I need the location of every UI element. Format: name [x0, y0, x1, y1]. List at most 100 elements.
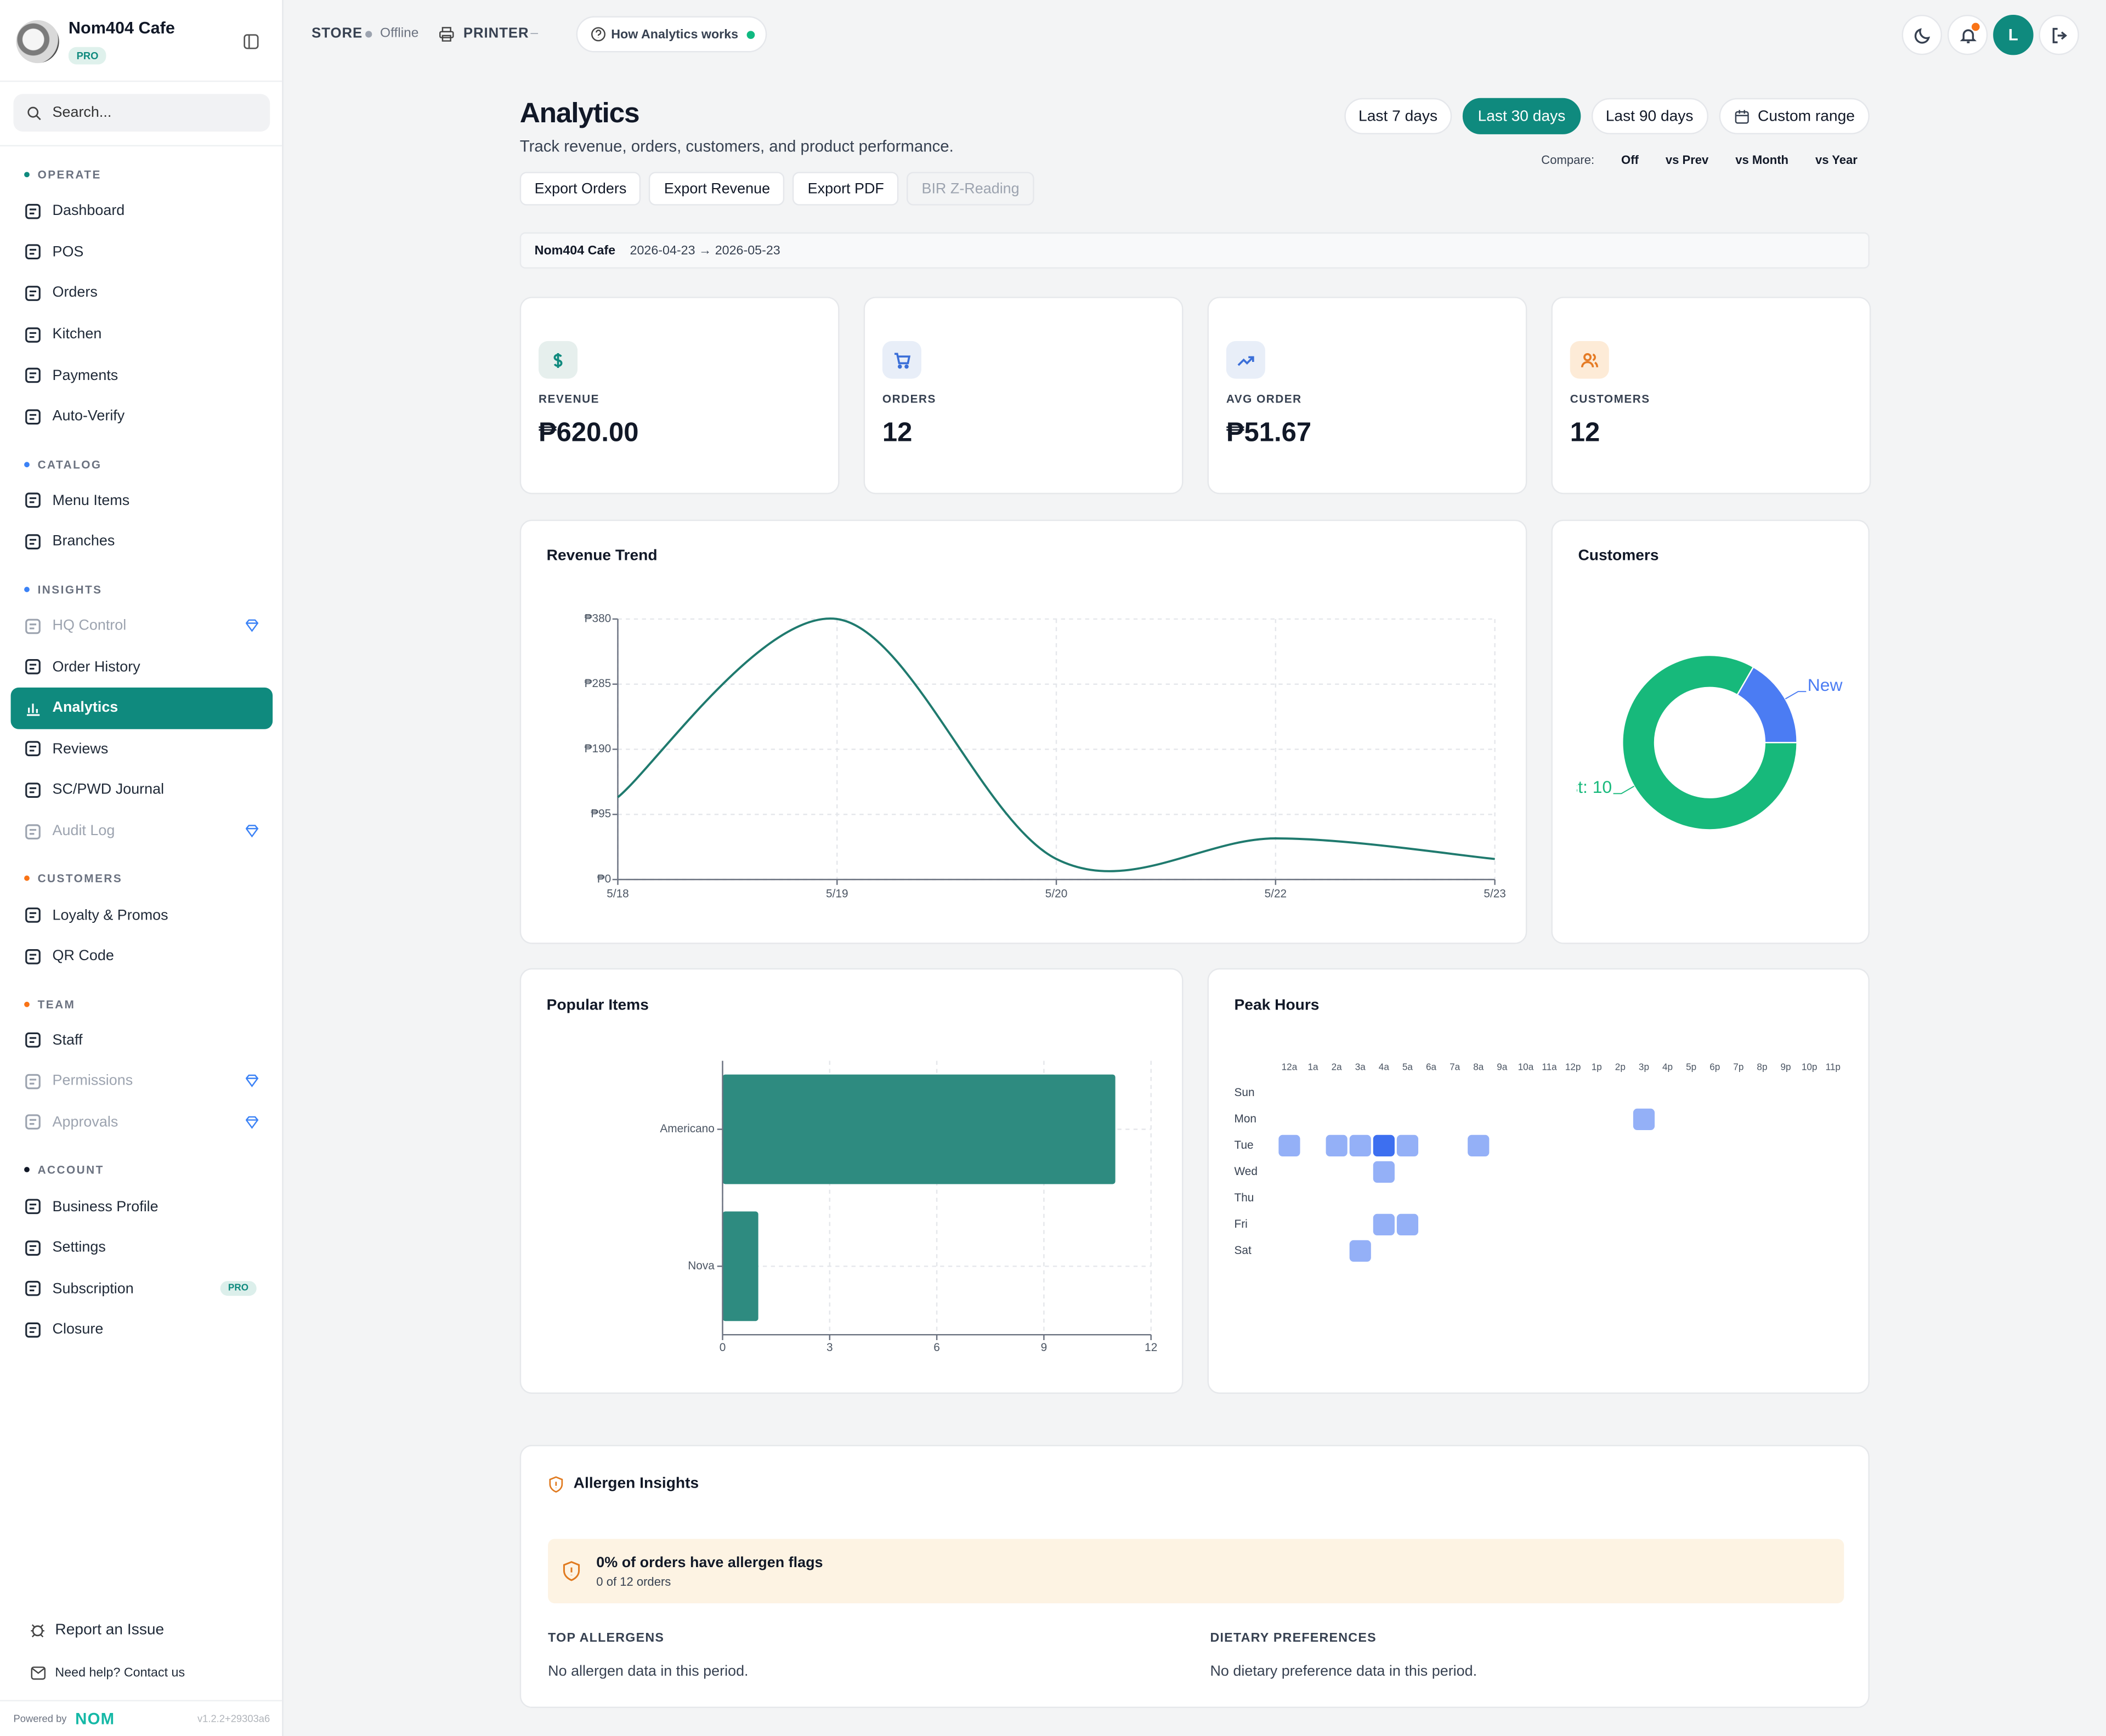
kpi-card: CUSTOMERS 12 — [1551, 297, 1871, 495]
nav-item[interactable]: Staff — [11, 1020, 273, 1061]
nav-item[interactable]: Orders — [11, 273, 273, 314]
nav-item[interactable]: Approvals — [11, 1102, 273, 1143]
nav-item[interactable]: Dashboard — [11, 191, 273, 232]
allergen-alert: 0% of orders have allergen flags 0 of 12… — [548, 1539, 1844, 1603]
icon-shape — [25, 907, 41, 923]
dietary-label: DIETARY PREFERENCES — [1210, 1631, 1377, 1646]
kpi-label: REVENUE — [539, 392, 599, 406]
nav-label: Business Profile — [52, 1198, 158, 1215]
icon-shape — [1237, 355, 1254, 366]
version: v1.2.2+29303a6 — [197, 1712, 270, 1725]
export-button[interactable]: Export Revenue — [649, 172, 785, 206]
icon-shape — [1735, 110, 1749, 123]
nav-label: QR Code — [52, 948, 114, 965]
nav-item[interactable]: Subscription PRO — [11, 1268, 273, 1309]
section-label: ACCOUNT — [37, 1163, 104, 1177]
compare-option[interactable]: vs Month — [1735, 153, 1789, 167]
nav-item[interactable]: Branches — [11, 521, 273, 563]
printer-status: – — [530, 26, 538, 41]
help-text: How Analytics works — [611, 27, 739, 43]
icon — [25, 245, 41, 260]
export-button[interactable]: Export PDF — [792, 172, 899, 206]
revenue-card — [519, 519, 1527, 944]
compare-option[interactable]: vs Prev — [1665, 153, 1709, 167]
icon-shape — [32, 1667, 45, 1674]
help-pill[interactable]: How Analytics works — [576, 16, 767, 53]
range-button[interactable]: Custom range — [1719, 98, 1870, 134]
nav-label: SC/PWD Journal — [52, 782, 165, 798]
nav-item[interactable]: Analytics — [10, 687, 273, 729]
icon-shape — [25, 782, 41, 798]
nav-label: Closure — [52, 1321, 104, 1338]
sidebar: Nom404 Cafe PRO Search... OPERATE Dashboa… — [0, 0, 284, 1736]
nav-item[interactable]: Business Profile — [11, 1186, 273, 1227]
nav-item[interactable]: HQ Control — [11, 605, 273, 646]
allergen-card: Allergen Insights 0% of orders have alle… — [519, 1445, 1870, 1709]
nav-label: HQ Control — [52, 617, 127, 634]
logout[interactable] — [2039, 14, 2079, 55]
nav-item[interactable]: Auto-Verify — [11, 396, 273, 437]
icon — [25, 493, 41, 508]
icon-shape — [25, 1281, 41, 1297]
nav-item[interactable]: Audit Log — [11, 810, 273, 852]
moon-icon — [1913, 27, 1929, 43]
nav-item[interactable]: QR Code — [11, 936, 273, 977]
nav-label: Loyalty & Promos — [52, 907, 168, 923]
nav-item[interactable]: POS — [11, 232, 273, 273]
nav-label: Orders — [52, 285, 98, 302]
compare-option[interactable]: Off — [1621, 153, 1639, 167]
nav-item[interactable]: Closure — [11, 1309, 273, 1351]
nav-item[interactable]: Settings — [11, 1227, 273, 1268]
icon-shape — [25, 1322, 41, 1338]
nav-section: INSIGHTS — [0, 562, 284, 605]
icon-shape — [1583, 352, 1592, 361]
icon-shape — [563, 1561, 580, 1581]
kpi-value: 12 — [1570, 418, 1600, 448]
range-button[interactable]: Last 30 days — [1463, 98, 1581, 134]
nav-item[interactable]: Reviews — [11, 729, 273, 770]
mail-icon — [31, 1666, 46, 1680]
nav-item[interactable]: Kitchen — [11, 314, 273, 355]
range-button[interactable]: Last 90 days — [1590, 98, 1708, 134]
store-label: STORE — [312, 25, 363, 42]
kpi-card: ORDERS 12 — [863, 297, 1184, 495]
nav-item[interactable]: Order History — [11, 646, 273, 688]
avatar[interactable]: L — [1993, 14, 2034, 55]
search-placeholder: Search... — [52, 105, 112, 121]
brand-name: Nom404 Cafe — [68, 19, 175, 38]
nav-item[interactable]: Loyalty & Promos — [11, 895, 273, 936]
nav-item[interactable]: Permissions — [11, 1061, 273, 1102]
icon — [246, 1075, 259, 1088]
icon — [25, 907, 41, 923]
icon-shape — [31, 1666, 46, 1680]
range-button[interactable]: Last 7 days — [1344, 98, 1453, 134]
export-buttons: Export Orders Export Revenue Export PDF BIR… — [519, 172, 1034, 206]
kpi-icon — [1570, 341, 1609, 379]
icon-shape — [25, 245, 41, 260]
nav-item[interactable]: SC/PWD Journal — [11, 770, 273, 811]
icon-shape — [1959, 29, 1976, 43]
icon — [246, 619, 259, 632]
collapse-button[interactable] — [243, 33, 259, 49]
icon-shape — [25, 534, 41, 549]
nav-item[interactable]: Payments — [11, 355, 273, 396]
report-link[interactable]: Report an Issue — [55, 1622, 165, 1638]
section-label: TEAM — [37, 997, 76, 1011]
icon — [246, 825, 259, 838]
icon — [553, 352, 563, 367]
nav-label: Auto-Verify — [52, 409, 125, 425]
icon-shape — [25, 368, 41, 383]
help-link[interactable]: Need help? Contact us — [55, 1665, 185, 1681]
status-dot — [365, 31, 372, 38]
divider — [0, 145, 282, 146]
nav-item[interactable]: Menu Items — [11, 480, 273, 521]
search-box[interactable]: Search... — [13, 94, 270, 132]
kpi-icon — [1226, 341, 1265, 379]
nav-label: POS — [52, 244, 84, 260]
icon — [246, 1116, 259, 1129]
notifications[interactable] — [1947, 14, 1988, 55]
compare-option[interactable]: vs Year — [1815, 153, 1858, 167]
theme-toggle[interactable] — [1901, 14, 1943, 55]
export-button[interactable]: Export Orders — [519, 172, 642, 206]
icon-shape — [25, 409, 41, 424]
